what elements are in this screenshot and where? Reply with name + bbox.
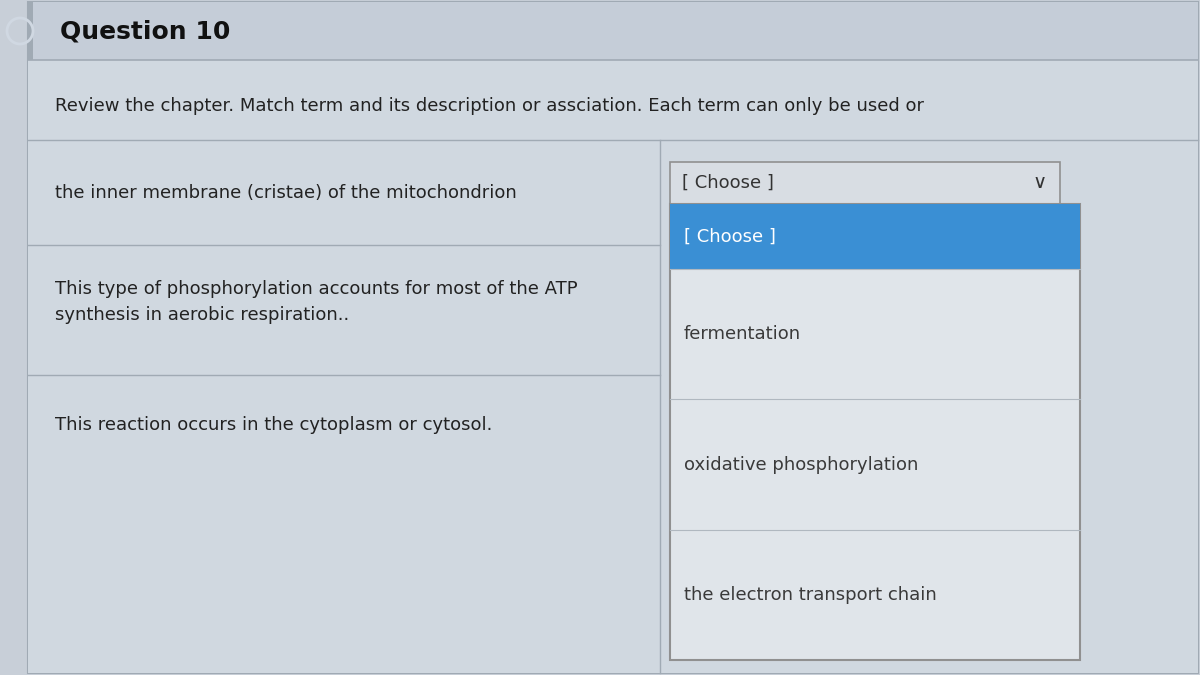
- Text: This type of phosphorylation accounts for most of the ATP
synthesis in aerobic r: This type of phosphorylation accounts fo…: [55, 280, 577, 324]
- Bar: [28, 2, 34, 60]
- Bar: [670, 204, 1080, 660]
- Text: ∨: ∨: [1033, 173, 1048, 192]
- Text: This reaction occurs in the cytoplasm or cytosol.: This reaction occurs in the cytoplasm or…: [55, 416, 492, 434]
- Text: [ Choose ]: [ Choose ]: [684, 227, 776, 246]
- Text: Review the chapter. Match term and its description or assciation. Each term can : Review the chapter. Match term and its d…: [55, 97, 924, 115]
- Text: [ Choose ]: [ Choose ]: [682, 174, 774, 192]
- Text: fermentation: fermentation: [684, 325, 802, 343]
- Bar: [670, 204, 1080, 269]
- Text: the electron transport chain: the electron transport chain: [684, 586, 937, 604]
- Bar: [28, 2, 1198, 60]
- Text: the inner membrane (cristae) of the mitochondrion: the inner membrane (cristae) of the mito…: [55, 184, 517, 202]
- Bar: [670, 162, 1060, 204]
- Text: Question 10: Question 10: [60, 19, 230, 43]
- Text: oxidative phosphorylation: oxidative phosphorylation: [684, 456, 918, 473]
